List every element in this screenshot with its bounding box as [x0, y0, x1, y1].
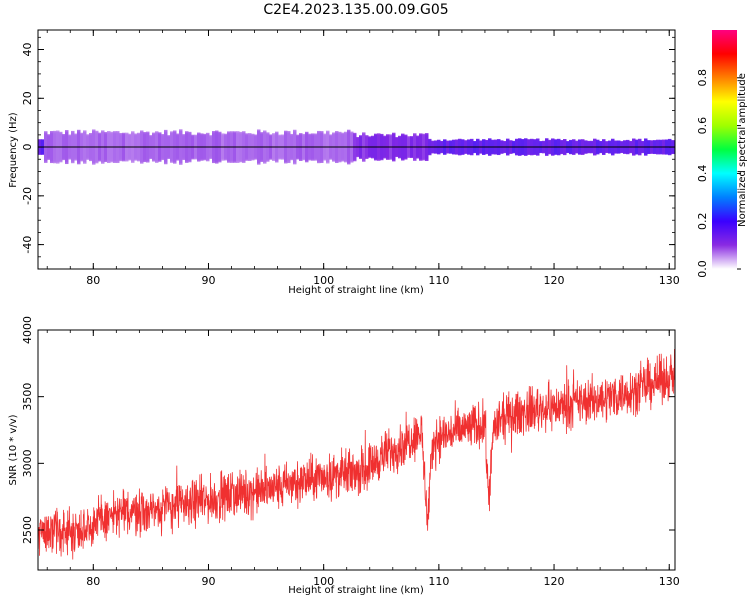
- y-tick-label: 20: [21, 91, 34, 105]
- y-tick-label: 40: [21, 43, 34, 57]
- x-tick-label: 100: [313, 575, 334, 588]
- x-tick-label: 130: [659, 575, 680, 588]
- y-tick-label: 4000: [21, 316, 34, 344]
- snr-plot-area: [38, 330, 675, 570]
- spectrogram-panel: 80 90 100 110 120 130 40 20 0 -20 -40 Height of st…: [8, 29, 680, 296]
- x-tick-label: 120: [544, 575, 565, 588]
- colorbar-label: Normalized spectral amplitude: [737, 73, 748, 227]
- y-tick-label: 0: [21, 144, 34, 151]
- y-tick-label: 3000: [21, 449, 34, 477]
- x-tick-label: 80: [86, 274, 100, 287]
- figure-title: C2E4.2023.135.00.09.G05: [263, 2, 448, 18]
- spectrogram-y-axis-label: Frequency (Hz): [8, 112, 19, 188]
- snr-ticks: 80 90 100 110 120 130 4000 3500 3000 2500: [21, 316, 680, 588]
- spectrogram-heatmap: [38, 129, 675, 165]
- snr-y-axis-label: SNR (10 * v/v): [8, 414, 19, 485]
- x-tick-label: 90: [201, 575, 215, 588]
- x-tick-label: 80: [86, 575, 100, 588]
- colorbar-gradient: [712, 30, 737, 269]
- snr-x-axis-label: Height of straight line (km): [288, 585, 424, 596]
- colorbar-tick-label: 0.2: [696, 212, 709, 230]
- spectrogram-x-axis-label: Height of straight line (km): [288, 285, 424, 296]
- snr-frame: [37, 329, 676, 571]
- colorbar-tick-label: 0.6: [696, 117, 709, 135]
- x-tick-label: 110: [428, 575, 449, 588]
- colorbar-tick-label: 0.8: [696, 69, 709, 87]
- y-tick-label: -40: [21, 236, 34, 254]
- x-tick-label: 120: [544, 274, 565, 287]
- x-tick-label: 110: [428, 274, 449, 287]
- spectrogram-frame: [37, 29, 676, 270]
- colorbar-ticks: 0.0 0.2 0.4 0.6 0.8: [696, 69, 741, 278]
- spectrogram-ticks: 80 90 100 110 120 130 40 20 0 -20 -40: [21, 30, 680, 287]
- snr-series-line: [38, 348, 675, 560]
- colorbar: 0.0 0.2 0.4 0.6 0.8 Normalized spectral ampl…: [696, 30, 748, 278]
- x-tick-label: 100: [313, 274, 334, 287]
- snr-panel: 80 90 100 110 120 130 4000 3500 3000 2500 Height …: [8, 316, 680, 596]
- y-tick-label: 3500: [21, 383, 34, 411]
- colorbar-tick-label: 0.4: [696, 165, 709, 183]
- y-tick-label: -20: [21, 187, 34, 205]
- x-tick-label: 130: [659, 274, 680, 287]
- x-tick-label: 90: [201, 274, 215, 287]
- colorbar-tick-label: 0.0: [696, 260, 709, 278]
- y-tick-label: 2500: [21, 516, 34, 544]
